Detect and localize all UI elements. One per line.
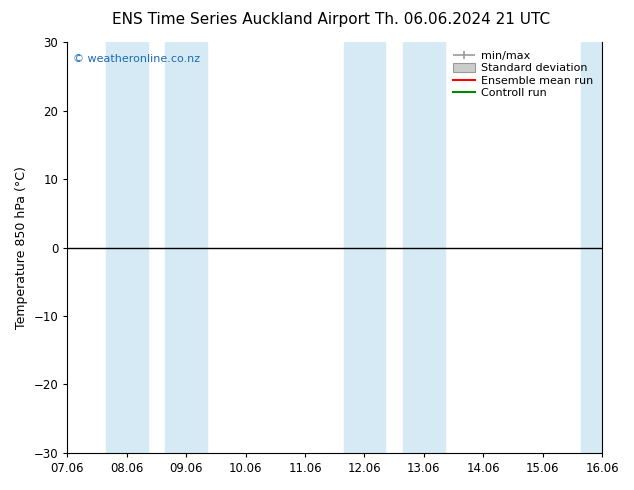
Text: ENS Time Series Auckland Airport: ENS Time Series Auckland Airport <box>112 12 370 27</box>
Text: © weatheronline.co.nz: © weatheronline.co.nz <box>73 54 200 64</box>
Bar <box>403 42 444 453</box>
Bar <box>344 42 385 453</box>
Bar <box>106 42 148 453</box>
Bar <box>165 42 207 453</box>
Legend: min/max, Standard deviation, Ensemble mean run, Controll run: min/max, Standard deviation, Ensemble me… <box>450 48 597 101</box>
Text: Th. 06.06.2024 21 UTC: Th. 06.06.2024 21 UTC <box>375 12 550 27</box>
Bar <box>581 42 623 453</box>
Y-axis label: Temperature 850 hPa (°C): Temperature 850 hPa (°C) <box>15 166 28 329</box>
